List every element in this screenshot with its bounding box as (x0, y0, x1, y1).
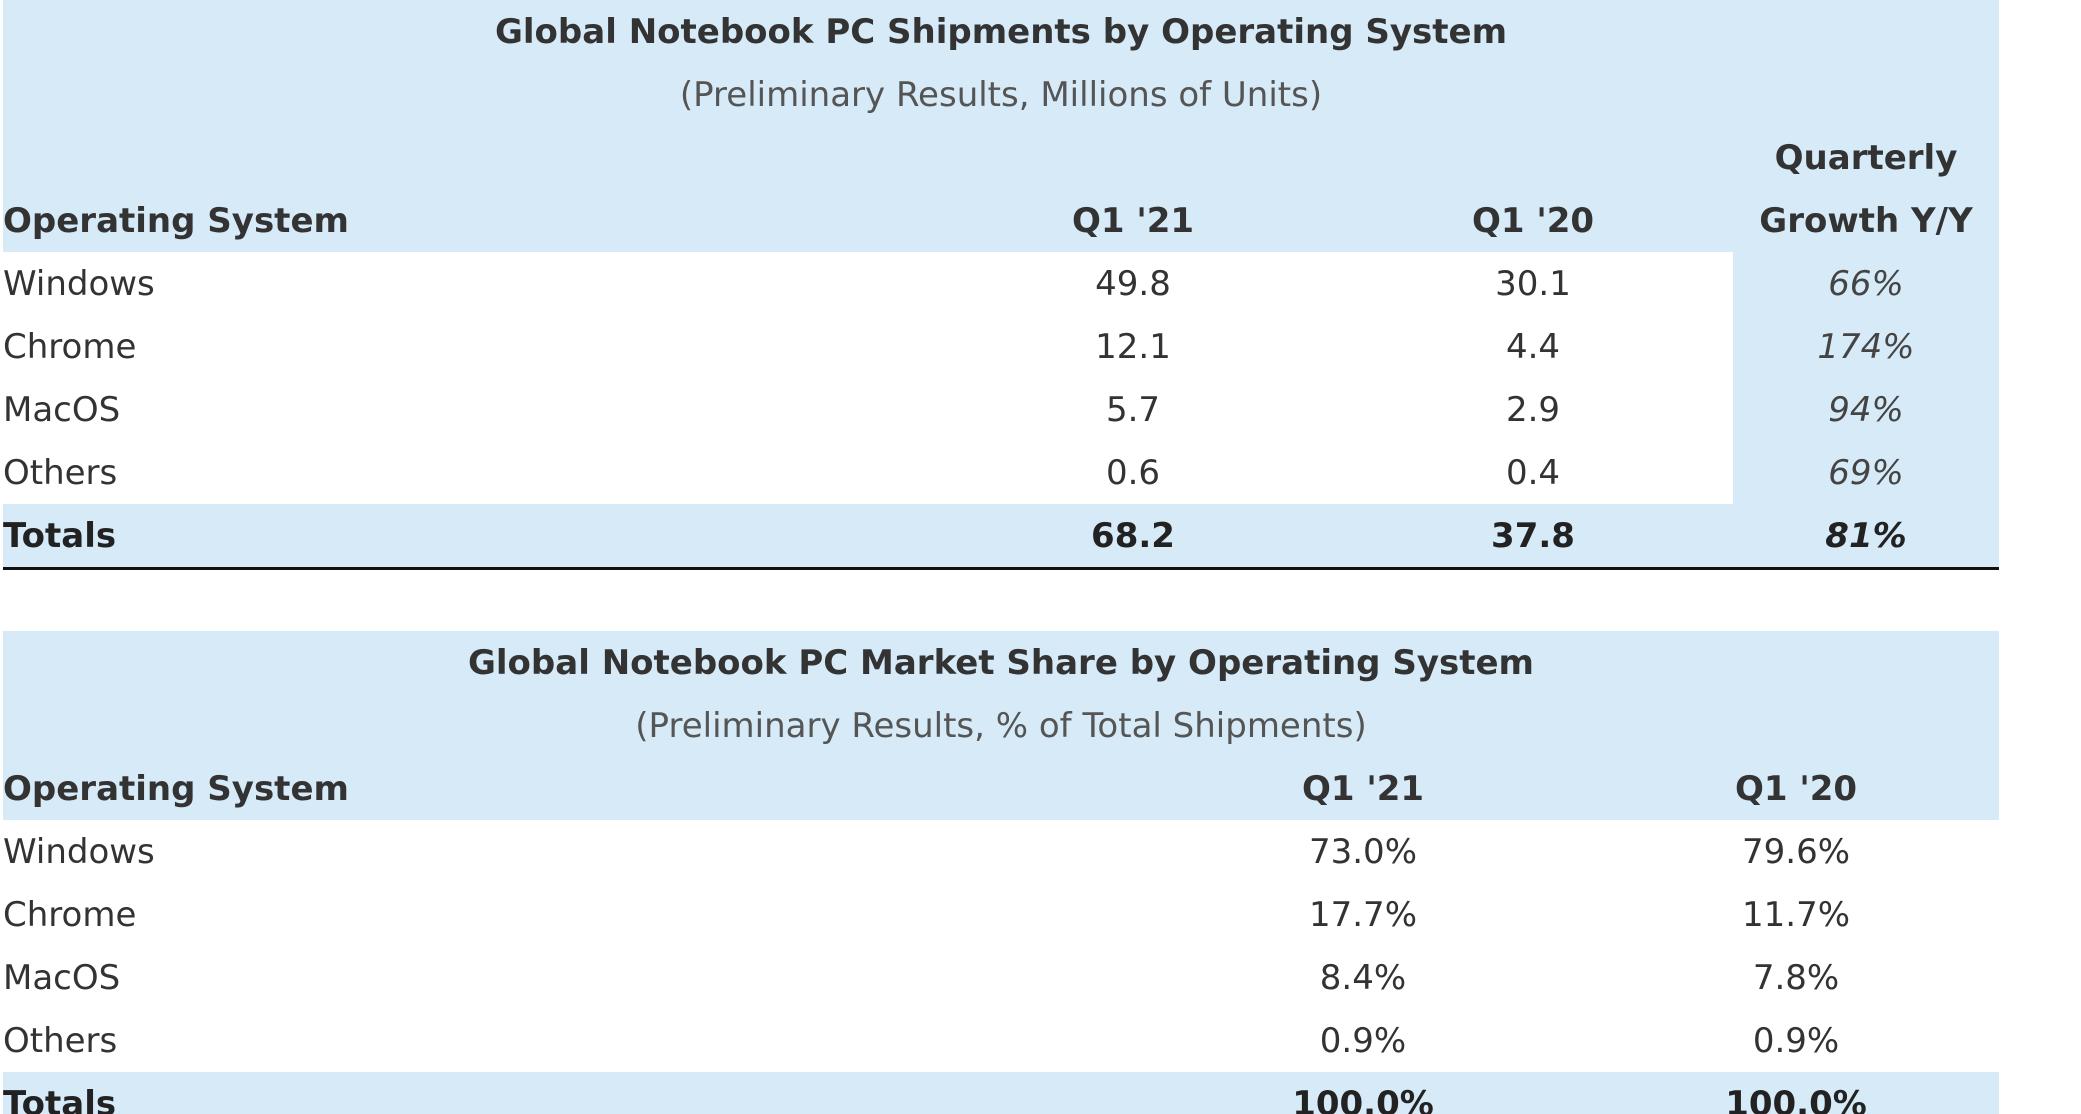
q1-21-value: 17.7% (1308, 894, 1417, 935)
q1-20-column-header: Q1 '20 (1734, 768, 1858, 809)
q1-20-value: 11.7% (1742, 894, 1851, 935)
shipments-title: Global Notebook PC Shipments by Operatin… (495, 11, 1507, 52)
totals-q1-21: 100.0% (1292, 1083, 1434, 1114)
share-title-row: Global Notebook PC Market Share by Opera… (3, 631, 2000, 694)
q1-21-value: 8.4% (1319, 957, 1407, 998)
table-row: Chrome 12.1 4.4 174% (3, 315, 1999, 378)
growth-value: 66% (1733, 252, 1999, 315)
q1-20-value: 2.9 (1333, 378, 1733, 441)
q1-20-value: 30.1 (1333, 252, 1733, 315)
os-name: Chrome (3, 894, 137, 935)
os-name: Windows (3, 831, 155, 872)
totals-row: Totals 100.0% 100.0% (3, 1072, 2000, 1114)
os-name: MacOS (3, 957, 121, 998)
totals-label: Totals (3, 504, 933, 570)
table-row: Windows 49.8 30.1 66% (3, 252, 1999, 315)
shipments-subtitle-row: (Preliminary Results, Millions of Units) (3, 63, 1999, 126)
os-column-header: Operating System (3, 200, 349, 241)
os-name: Others (3, 441, 933, 504)
shipments-title-row: Global Notebook PC Shipments by Operatin… (3, 0, 1999, 63)
table-row: Chrome 17.7% 11.7% (3, 883, 2000, 946)
growth-value: 174% (1733, 315, 1999, 378)
growth-value: 94% (1733, 378, 1999, 441)
table-row: MacOS 8.4% 7.8% (3, 946, 2000, 1009)
os-column-header: Operating System (3, 768, 349, 809)
q1-21-column-header: Q1 '21 (1301, 768, 1425, 809)
totals-q1-21: 68.2 (933, 504, 1333, 570)
q1-20-column-header: Q1 '20 (1471, 200, 1595, 241)
share-subtitle: (Preliminary Results, % of Total Shipmen… (635, 705, 1367, 746)
market-share-table: Global Notebook PC Market Share by Opera… (3, 631, 2000, 1114)
totals-label: Totals (3, 1083, 117, 1114)
share-title: Global Notebook PC Market Share by Opera… (468, 642, 1534, 683)
q1-21-value: 5.7 (933, 378, 1333, 441)
shipments-subtitle: (Preliminary Results, Millions of Units) (679, 74, 1323, 115)
q1-21-value: 49.8 (933, 252, 1333, 315)
share-header-row: Operating System Q1 '21 Q1 '20 (3, 757, 2000, 820)
table-row: Others 0.6 0.4 69% (3, 441, 1999, 504)
growth-header-line1: Quarterly (1774, 137, 1958, 178)
table-row: MacOS 5.7 2.9 94% (3, 378, 1999, 441)
shipments-header-row: Operating System Q1 '21 Q1 '20 Growth Y/… (3, 189, 1999, 252)
table-row: Windows 73.0% 79.6% (3, 820, 2000, 883)
os-name: MacOS (3, 378, 933, 441)
share-subtitle-row: (Preliminary Results, % of Total Shipmen… (3, 694, 2000, 757)
totals-q1-20: 37.8 (1333, 504, 1733, 570)
q1-20-value: 7.8% (1752, 957, 1840, 998)
os-name: Chrome (3, 315, 933, 378)
q1-20-value: 4.4 (1333, 315, 1733, 378)
q1-20-value: 0.9% (1752, 1020, 1840, 1061)
q1-21-value: 0.9% (1319, 1020, 1407, 1061)
totals-row: Totals 68.2 37.8 81% (3, 504, 1999, 570)
totals-q1-20: 100.0% (1725, 1083, 1867, 1114)
q1-21-value: 0.6 (933, 441, 1333, 504)
os-name: Others (3, 1020, 118, 1061)
growth-header-line2: Growth Y/Y (1759, 200, 1973, 241)
q1-21-value: 12.1 (933, 315, 1333, 378)
q1-20-value: 79.6% (1742, 831, 1851, 872)
q1-20-value: 0.4 (1333, 441, 1733, 504)
shipments-table: Global Notebook PC Shipments by Operatin… (3, 0, 1999, 570)
q1-21-value: 73.0% (1308, 831, 1417, 872)
totals-growth: 81% (1733, 504, 1999, 570)
os-name: Windows (3, 252, 933, 315)
table-row: Others 0.9% 0.9% (3, 1009, 2000, 1072)
q1-21-column-header: Q1 '21 (1071, 200, 1195, 241)
growth-value: 69% (1733, 441, 1999, 504)
shipments-header-row-top: Quarterly (3, 126, 1999, 189)
